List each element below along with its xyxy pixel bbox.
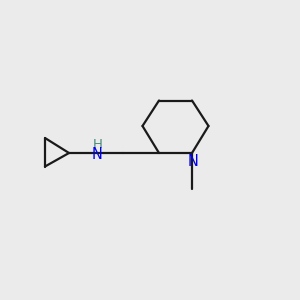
Text: N: N — [187, 154, 198, 169]
Text: N: N — [92, 147, 103, 162]
Text: H: H — [92, 137, 102, 151]
